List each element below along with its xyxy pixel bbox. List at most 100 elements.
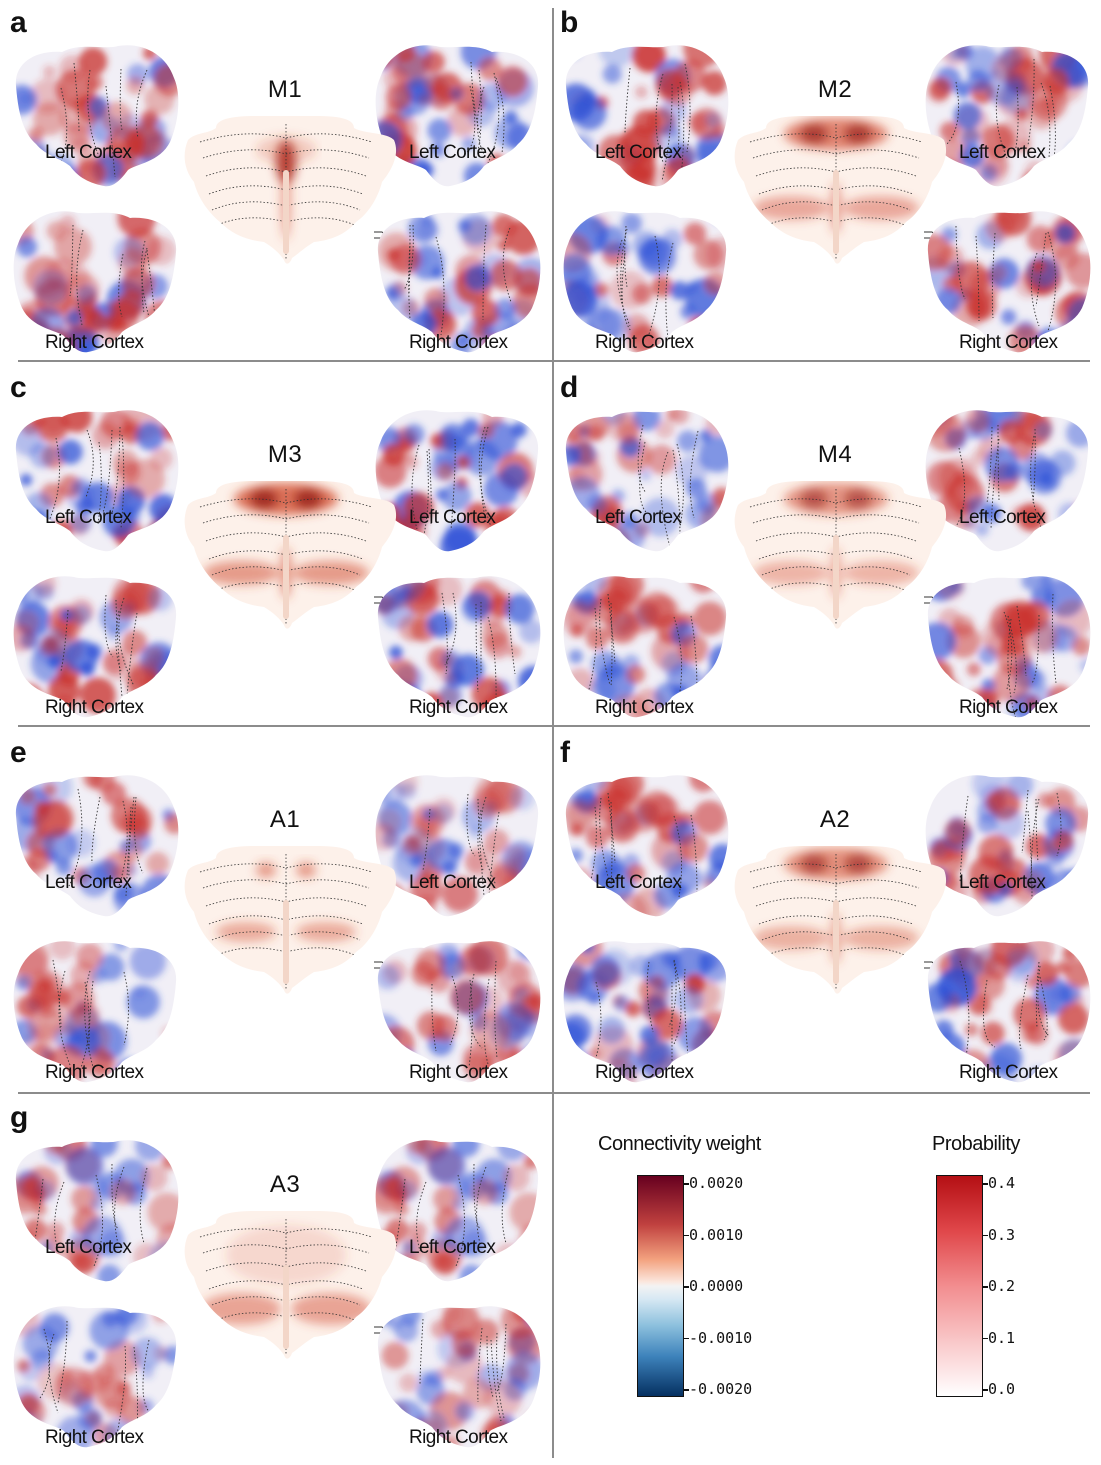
- panel-letter: b: [560, 6, 579, 39]
- panel-letter: g: [10, 1101, 29, 1134]
- right-cortex-right-hemisphere-map: [377, 941, 541, 1083]
- right-cortex-right-hemisphere-map: [377, 576, 541, 718]
- model-title: M1: [267, 76, 303, 103]
- panel-b: b Left Cortex Left Cortex M2: [560, 6, 1101, 370]
- model-title: M3: [267, 441, 303, 468]
- right-cortex-label-1: Right Cortex: [595, 1062, 694, 1083]
- right-cortex-left-hemisphere-map: [13, 576, 177, 718]
- left-cortex-label-1: Left Cortex: [595, 507, 682, 528]
- right-cortex-left-hemisphere-map: [563, 941, 727, 1083]
- left-cortex-label-1: Left Cortex: [595, 142, 682, 163]
- left-cortex-left-hemisphere-map: [565, 775, 729, 917]
- left-cortex-right-hemisphere-map: [925, 45, 1089, 187]
- left-cortex-label-2: Left Cortex: [959, 142, 1046, 163]
- right-cortex-left-hemisphere-map: [563, 211, 727, 353]
- panel-f: f Left Cortex Left Cortex A2: [560, 736, 1101, 1100]
- cerebellum-flatmap: [734, 846, 947, 994]
- left-cortex-label-1: Left Cortex: [45, 507, 132, 528]
- probability-tick-mark: [982, 1337, 988, 1339]
- panel-a: a Left Cortex Left Cortex M1: [10, 6, 555, 370]
- left-cortex-label-1: Left Cortex: [45, 1237, 132, 1258]
- left-cortex-label-2: Left Cortex: [409, 872, 496, 893]
- connectivity-colorbar: [637, 1175, 684, 1397]
- right-cortex-label-1: Right Cortex: [45, 332, 144, 353]
- left-cortex-left-hemisphere-map: [565, 45, 729, 187]
- connectivity-tick-label: 0.0020: [689, 1174, 744, 1192]
- panel-g: g Left Cortex Left Cortex A3: [10, 1101, 555, 1465]
- right-cortex-left-hemisphere-map: [13, 1306, 177, 1448]
- connectivity-tick-mark: [683, 1389, 689, 1391]
- connectivity-tick-mark: [683, 1234, 689, 1236]
- horizontal-divider-2: [18, 725, 1090, 727]
- model-title: M2: [817, 76, 853, 103]
- connectivity-tick-label: -0.0010: [689, 1328, 753, 1347]
- connectivity-tick-label: 0.0000: [689, 1277, 744, 1295]
- left-cortex-right-hemisphere-map: [375, 1140, 539, 1282]
- horizontal-divider-1: [18, 360, 1090, 362]
- panel-letter: a: [10, 6, 27, 39]
- connectivity-tick-label: 0.0010: [689, 1225, 744, 1244]
- model-title: A1: [269, 806, 301, 833]
- right-cortex-right-hemisphere-map: [927, 211, 1091, 353]
- right-cortex-right-hemisphere-map: [927, 941, 1091, 1083]
- panel-letter: f: [560, 736, 570, 769]
- right-cortex-label-1: Right Cortex: [45, 1062, 144, 1083]
- right-cortex-label-1: Right Cortex: [595, 697, 694, 718]
- probability-tick-label: 0.4: [988, 1174, 1016, 1192]
- right-cortex-label-1: Right Cortex: [595, 332, 694, 353]
- panel-letter: e: [10, 736, 27, 769]
- right-cortex-left-hemisphere-map: [563, 576, 727, 718]
- right-cortex-label-1: Right Cortex: [45, 1427, 144, 1448]
- panel-letter: d: [560, 371, 579, 404]
- right-cortex-label-2: Right Cortex: [409, 1427, 508, 1448]
- panel-letter: c: [10, 371, 27, 404]
- left-cortex-label-2: Left Cortex: [409, 142, 496, 163]
- connectivity-tick-label: -0.0020: [689, 1380, 753, 1398]
- right-cortex-label-2: Right Cortex: [959, 1062, 1058, 1083]
- probability-colorbar: [936, 1175, 983, 1397]
- right-cortex-right-hemisphere-map: [927, 576, 1091, 718]
- right-cortex-right-hemisphere-map: [377, 211, 541, 353]
- left-cortex-left-hemisphere-map: [15, 45, 179, 187]
- probability-tick-label: 0.2: [988, 1277, 1016, 1295]
- probability-tick-mark: [982, 1286, 988, 1288]
- right-cortex-label-2: Right Cortex: [409, 1062, 508, 1083]
- panel-d: d Left Cortex Left Cortex M4: [560, 371, 1101, 735]
- connectivity-legend-title: Connectivity weight: [598, 1133, 761, 1155]
- right-cortex-label-2: Right Cortex: [409, 332, 508, 353]
- cerebellum-flatmap: [734, 481, 947, 629]
- right-cortex-label-1: Right Cortex: [45, 697, 144, 718]
- panel-c: c Left Cortex Left Cortex M3: [10, 371, 555, 735]
- left-cortex-right-hemisphere-map: [925, 775, 1089, 917]
- right-cortex-left-hemisphere-map: [13, 211, 177, 353]
- cerebellum-flatmap: [184, 116, 397, 264]
- model-title: A3: [269, 1171, 301, 1198]
- panel-e: e Left Cortex Left Cortex A1: [10, 736, 555, 1100]
- left-cortex-right-hemisphere-map: [375, 775, 539, 917]
- probability-tick-label: 0.0: [988, 1380, 1016, 1398]
- model-title: M4: [817, 441, 853, 468]
- connectivity-tick-mark: [683, 1337, 689, 1339]
- right-cortex-label-2: Right Cortex: [959, 697, 1058, 718]
- left-cortex-label-1: Left Cortex: [45, 872, 132, 893]
- left-cortex-label-1: Left Cortex: [595, 872, 682, 893]
- left-cortex-label-1: Left Cortex: [45, 142, 132, 163]
- left-cortex-label-2: Left Cortex: [959, 872, 1046, 893]
- probability-tick-label: 0.3: [988, 1225, 1016, 1244]
- probability-tick-mark: [982, 1389, 988, 1391]
- left-cortex-left-hemisphere-map: [565, 410, 729, 552]
- left-cortex-label-2: Left Cortex: [409, 507, 496, 528]
- left-cortex-right-hemisphere-map: [925, 410, 1089, 552]
- connectivity-tick-mark: [683, 1183, 689, 1185]
- model-title: A2: [819, 806, 851, 833]
- right-cortex-left-hemisphere-map: [13, 941, 177, 1083]
- horizontal-divider-3: [18, 1092, 1090, 1094]
- right-cortex-right-hemisphere-map: [377, 1306, 541, 1448]
- left-cortex-label-2: Left Cortex: [409, 1237, 496, 1258]
- probability-tick-mark: [982, 1234, 988, 1236]
- vertical-divider: [552, 8, 554, 1458]
- left-cortex-left-hemisphere-map: [15, 1140, 179, 1282]
- right-cortex-label-2: Right Cortex: [959, 332, 1058, 353]
- left-cortex-label-2: Left Cortex: [959, 507, 1046, 528]
- left-cortex-left-hemisphere-map: [15, 410, 179, 552]
